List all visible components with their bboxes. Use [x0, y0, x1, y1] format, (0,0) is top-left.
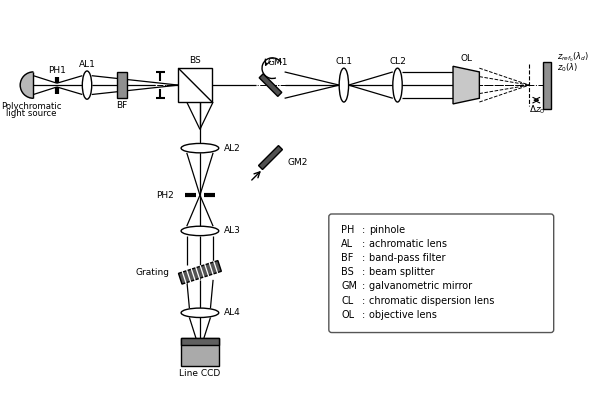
Ellipse shape: [181, 143, 219, 153]
Text: achromatic lens: achromatic lens: [369, 239, 447, 249]
Text: Line CCD: Line CCD: [179, 369, 220, 379]
Text: pinhole: pinhole: [369, 225, 405, 235]
Text: PH1: PH1: [48, 66, 66, 74]
Text: objective lens: objective lens: [369, 310, 437, 320]
Ellipse shape: [181, 226, 219, 236]
Ellipse shape: [82, 71, 92, 99]
Text: PH2: PH2: [156, 191, 174, 200]
Text: $z_{ref_0}(\lambda_d)$: $z_{ref_0}(\lambda_d)$: [557, 50, 590, 64]
Polygon shape: [178, 261, 222, 284]
Text: :: :: [362, 295, 365, 306]
Text: GM: GM: [341, 282, 357, 291]
Polygon shape: [178, 68, 212, 102]
Text: :: :: [362, 310, 365, 320]
Text: galvanometric mirror: galvanometric mirror: [369, 282, 472, 291]
Text: PH: PH: [341, 225, 355, 235]
Ellipse shape: [393, 68, 402, 102]
Text: OL: OL: [341, 310, 354, 320]
Bar: [117, 72, 126, 98]
Text: Polychromatic: Polychromatic: [1, 102, 61, 111]
Ellipse shape: [339, 68, 349, 102]
Text: beam splitter: beam splitter: [369, 267, 435, 277]
Text: :: :: [362, 282, 365, 291]
Text: GM2: GM2: [287, 158, 308, 167]
Text: OL: OL: [460, 54, 472, 63]
Text: :: :: [362, 239, 365, 249]
Text: :: :: [362, 253, 365, 263]
Text: BF: BF: [341, 253, 353, 263]
Text: AL4: AL4: [223, 308, 240, 317]
Text: Grating: Grating: [136, 268, 170, 277]
Text: AL1: AL1: [79, 60, 96, 69]
Text: AL3: AL3: [223, 227, 241, 236]
Polygon shape: [20, 72, 33, 98]
Text: AL2: AL2: [223, 144, 240, 152]
Polygon shape: [259, 74, 282, 96]
Bar: [181, 338, 219, 366]
Text: GM1: GM1: [268, 58, 288, 67]
Text: CL1: CL1: [335, 57, 352, 66]
Bar: [181, 338, 219, 345]
Text: $\Delta z_0$: $\Delta z_0$: [530, 103, 546, 116]
Text: CL: CL: [341, 295, 353, 306]
Text: BS: BS: [189, 56, 201, 65]
Text: :: :: [362, 267, 365, 277]
Text: CL2: CL2: [389, 57, 406, 66]
Text: BF: BF: [116, 101, 128, 110]
Polygon shape: [258, 146, 282, 169]
Text: BS: BS: [341, 267, 354, 277]
Text: light source: light source: [7, 109, 57, 118]
Text: chromatic dispersion lens: chromatic dispersion lens: [369, 295, 495, 306]
Text: AL: AL: [341, 239, 353, 249]
FancyBboxPatch shape: [329, 214, 554, 333]
Text: band-pass filter: band-pass filter: [369, 253, 446, 263]
Text: $z_0(\lambda)$: $z_0(\lambda)$: [557, 62, 579, 74]
Bar: [543, 61, 551, 109]
Ellipse shape: [181, 308, 219, 318]
Polygon shape: [453, 66, 479, 104]
Text: :: :: [362, 225, 365, 235]
